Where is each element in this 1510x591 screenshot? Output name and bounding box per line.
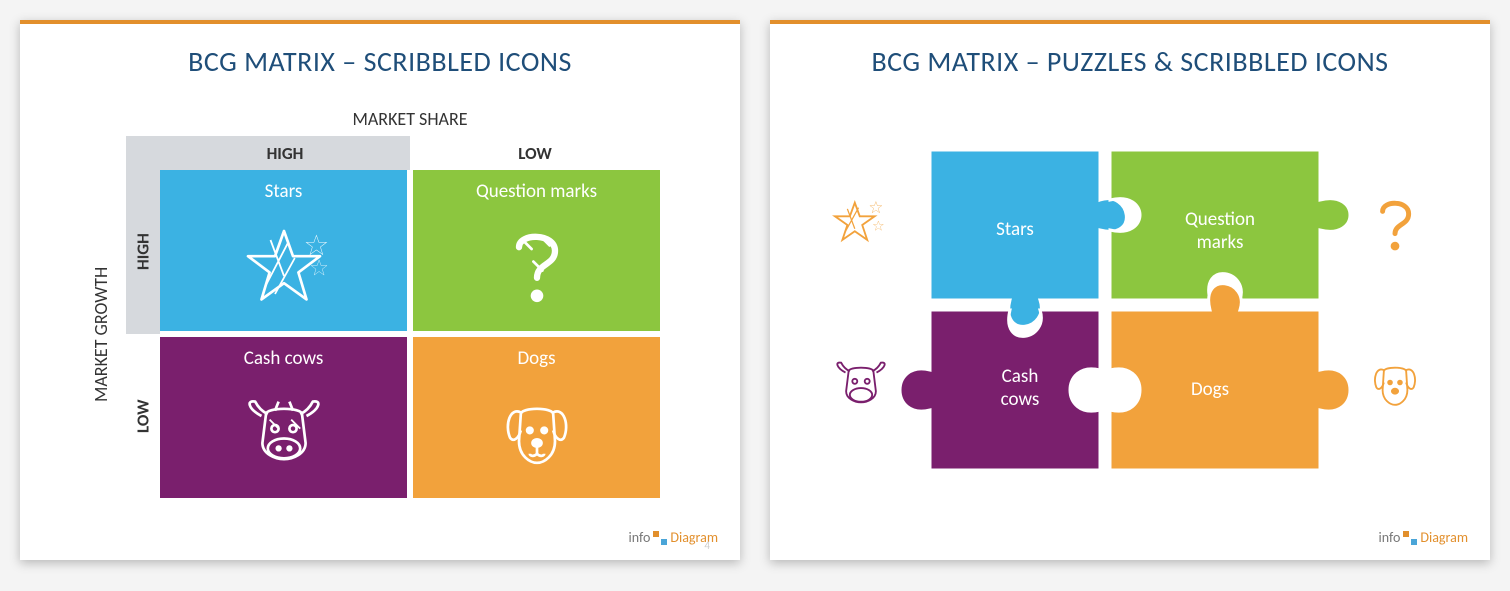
x-axis-label: MARKET SHARE — [160, 108, 660, 130]
axis-corner — [126, 136, 160, 170]
cow-icon — [166, 376, 401, 492]
y-axis-label: MARKET GROWTH — [90, 170, 120, 498]
puzzle-matrix: Stars Question marks Cash cows Dogs — [770, 130, 1490, 490]
cell-cash-cows: Cash cows — [160, 337, 407, 498]
star-icon — [166, 209, 401, 325]
x-tick-high: HIGH — [160, 136, 410, 170]
puzzle-label-questions2: marks — [1197, 231, 1244, 254]
x-axis-ticks: HIGH LOW — [160, 136, 660, 170]
y-tick-low: LOW — [126, 334, 160, 498]
slide1-title: BCG MATRIX – SCRIBBLED ICONS — [20, 44, 740, 79]
slide-bcg-puzzles: BCG MATRIX – PUZZLES & SCRIBBLED ICONS — [770, 20, 1490, 560]
puzzle-piece-dogs — [1110, 284, 1350, 470]
logo-mark-icon — [653, 531, 667, 545]
logo-text1: info — [1379, 529, 1401, 546]
y-tick-high: HIGH — [126, 170, 160, 334]
cell-dogs-label: Dogs — [517, 347, 555, 370]
logo-text2: Diagram — [670, 529, 718, 546]
puzzle-label-stars: Stars — [996, 218, 1034, 241]
puzzle-label-cash1: Cash — [1002, 365, 1039, 388]
logo-mark-icon — [1403, 531, 1417, 545]
puzzle-label-questions1: Question — [1185, 208, 1255, 231]
puzzle-label-dogs: Dogs — [1191, 378, 1229, 401]
matrix-grid: Stars Question marks — [160, 170, 660, 498]
cell-cashcows-label: Cash cows — [244, 347, 324, 370]
cell-stars-label: Stars — [265, 180, 303, 203]
cell-question-label: Question marks — [476, 180, 597, 203]
y-axis-ticks: HIGH LOW — [126, 170, 160, 498]
x-tick-low: LOW — [410, 136, 660, 170]
infodiagram-logo: info Diagram — [1379, 529, 1468, 546]
cell-dogs: Dogs — [413, 337, 660, 498]
cell-question-marks: Question marks — [413, 170, 660, 331]
logo-text1: info — [629, 529, 651, 546]
logo-text2: Diagram — [1420, 529, 1468, 546]
page-number: 4 — [704, 539, 710, 552]
slide2-title: BCG MATRIX – PUZZLES & SCRIBBLED ICONS — [770, 44, 1490, 79]
cell-stars: Stars — [160, 170, 407, 331]
bcg-matrix: MARKET SHARE HIGH LOW MARKET GROWTH HIGH… — [100, 108, 660, 508]
dog-icon — [419, 376, 654, 492]
puzzle-label-cash2: cows — [1001, 388, 1040, 411]
slide-bcg-scribbled: BCG MATRIX – SCRIBBLED ICONS MARKET SHAR… — [20, 20, 740, 560]
question-mark-icon — [419, 209, 654, 325]
